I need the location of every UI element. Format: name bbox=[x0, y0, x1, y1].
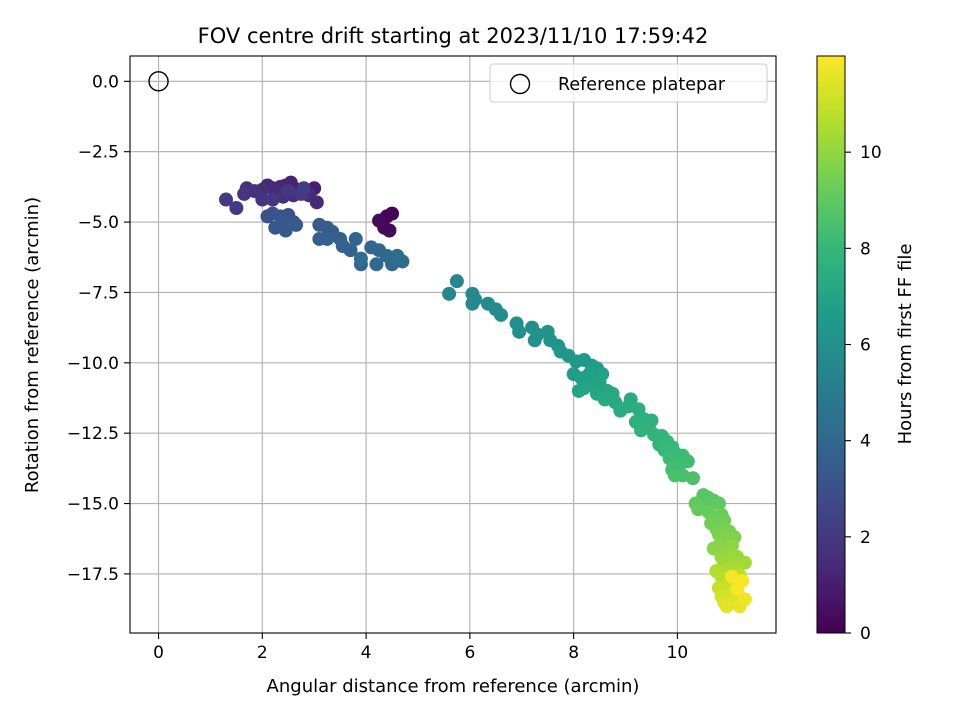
scatter-point bbox=[289, 217, 304, 232]
legend: Reference platepar bbox=[489, 63, 768, 103]
y-axis: 0.0 −2.5 −5.0 −7.5 −10.0 −12.5 −15.0 −17.5 bbox=[67, 72, 130, 585]
scatter-point bbox=[527, 333, 542, 348]
scatter-point bbox=[369, 257, 384, 272]
scatter-point bbox=[613, 403, 628, 418]
scatter-point bbox=[465, 296, 480, 311]
legend-marker-icon bbox=[509, 73, 531, 95]
reference-marker bbox=[148, 71, 169, 92]
scatter-point bbox=[382, 223, 397, 238]
scatter-point bbox=[348, 231, 363, 246]
colorbar-ticks: 0 2 4 6 8 10 bbox=[845, 143, 882, 644]
scatter-point bbox=[229, 200, 244, 215]
legend-box bbox=[489, 63, 768, 103]
scatter-point bbox=[634, 423, 649, 438]
scatter-point bbox=[737, 592, 752, 607]
chart-title: FOV centre drift starting at 2023/11/10 … bbox=[198, 24, 709, 48]
colorbar-tick-label: 0 bbox=[860, 624, 871, 644]
scatter-point bbox=[685, 471, 700, 486]
scatter-point bbox=[296, 181, 311, 196]
y-tick-label: −12.5 bbox=[67, 424, 119, 444]
scatter-point bbox=[571, 383, 586, 398]
colorbar: 0 2 4 6 8 10 Hours from first FF file bbox=[816, 55, 916, 644]
x-axis-label: Angular distance from reference (arcmin) bbox=[267, 676, 640, 697]
colorbar-tick-label: 2 bbox=[860, 528, 871, 548]
y-tick-label: −17.5 bbox=[67, 565, 119, 585]
x-axis: 0 2 4 6 8 10 bbox=[153, 633, 688, 663]
y-tick-label: 0.0 bbox=[92, 72, 119, 92]
scatter-point bbox=[493, 307, 508, 322]
colorbar-tick-label: 6 bbox=[860, 336, 871, 356]
x-tick-label: 4 bbox=[361, 643, 372, 663]
scatter-point bbox=[512, 324, 527, 339]
y-tick-label: −10.0 bbox=[67, 354, 119, 374]
scatter-point bbox=[218, 192, 233, 207]
scatter-point bbox=[255, 192, 270, 207]
x-tick-label: 2 bbox=[257, 643, 268, 663]
legend-label: Reference platepar bbox=[558, 75, 726, 95]
x-tick-label: 0 bbox=[153, 643, 164, 663]
colorbar-gradient bbox=[816, 55, 846, 634]
colorbar-tick-label: 4 bbox=[860, 432, 871, 452]
data-points bbox=[218, 175, 752, 614]
y-tick-label: −15.0 bbox=[67, 495, 119, 515]
y-tick-label: −5.0 bbox=[78, 213, 119, 233]
x-tick-label: 8 bbox=[568, 643, 579, 663]
scatter-point bbox=[353, 251, 368, 266]
x-tick-label: 10 bbox=[667, 643, 689, 663]
y-tick-label: −2.5 bbox=[78, 143, 119, 163]
scatter-point bbox=[372, 213, 387, 228]
grid bbox=[130, 56, 776, 633]
colorbar-tick-label: 10 bbox=[860, 143, 882, 163]
scatter-point bbox=[343, 243, 358, 258]
x-tick-label: 6 bbox=[464, 643, 475, 663]
plot-frame bbox=[129, 55, 777, 634]
scatter-point bbox=[265, 192, 280, 207]
scatter-point bbox=[281, 184, 296, 199]
colorbar-label: Hours from first FF file bbox=[895, 244, 916, 445]
scatter-point bbox=[390, 248, 405, 263]
scatter-point bbox=[385, 206, 400, 221]
scatter-point bbox=[320, 231, 335, 246]
scatter-point bbox=[735, 573, 750, 588]
scatter-point bbox=[449, 274, 464, 289]
scatter-point bbox=[719, 599, 734, 614]
y-axis-label: Rotation from reference (arcmin) bbox=[22, 197, 43, 493]
scatter-point bbox=[711, 496, 726, 511]
scatter-point bbox=[662, 451, 677, 466]
scatter-point bbox=[667, 468, 682, 483]
colorbar-tick-label: 8 bbox=[860, 239, 871, 259]
scatter-point bbox=[237, 186, 252, 201]
y-tick-label: −7.5 bbox=[78, 283, 119, 303]
scatter-point bbox=[278, 223, 293, 238]
scatter-point bbox=[442, 286, 457, 301]
